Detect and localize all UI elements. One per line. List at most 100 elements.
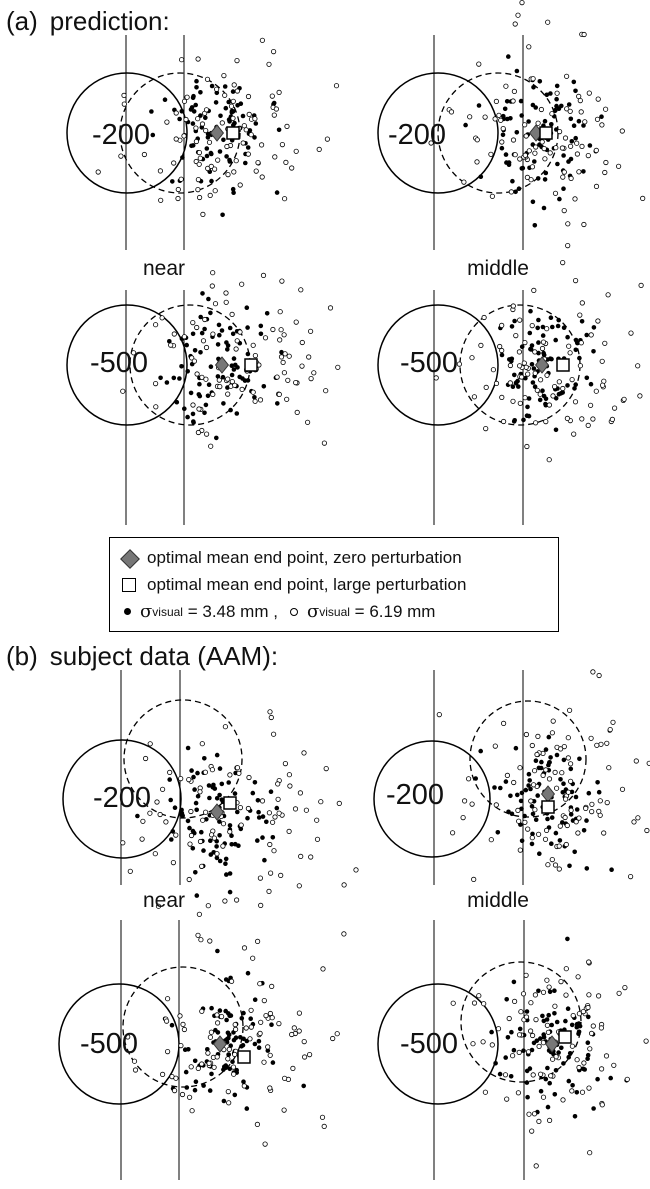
filled-point bbox=[541, 393, 547, 399]
filled-point bbox=[596, 789, 602, 795]
open-point bbox=[510, 98, 516, 104]
open-point bbox=[572, 399, 579, 405]
open-point bbox=[293, 148, 299, 154]
filled-point bbox=[230, 186, 236, 192]
panel-a-near-200-label: -200 bbox=[92, 119, 151, 151]
filled-point bbox=[574, 1021, 580, 1027]
filled-point bbox=[542, 177, 548, 182]
open-point bbox=[250, 389, 256, 395]
open-point bbox=[598, 1025, 604, 1031]
filled-point bbox=[223, 861, 228, 866]
filled-point bbox=[529, 804, 535, 809]
filled-point bbox=[190, 95, 196, 101]
open-point bbox=[576, 169, 582, 175]
filled-point bbox=[221, 1098, 227, 1104]
filled-point bbox=[232, 791, 238, 796]
filled-point bbox=[192, 787, 197, 792]
filled-point bbox=[545, 1065, 550, 1071]
open-point bbox=[203, 128, 209, 134]
filled-point bbox=[221, 401, 226, 406]
open-point bbox=[227, 772, 233, 778]
filled-point bbox=[202, 326, 207, 332]
open-point bbox=[240, 140, 246, 146]
open-point bbox=[258, 902, 264, 908]
open-point bbox=[616, 990, 622, 996]
open-point bbox=[186, 876, 192, 883]
filled-point bbox=[232, 1092, 238, 1098]
open-point bbox=[536, 1043, 542, 1050]
open-point bbox=[579, 1089, 586, 1095]
open-point bbox=[259, 798, 266, 804]
open-point bbox=[519, 374, 525, 380]
open-point bbox=[528, 798, 534, 804]
open-point bbox=[202, 316, 208, 323]
open-point bbox=[234, 57, 240, 64]
open-point bbox=[196, 161, 202, 167]
open-point bbox=[533, 144, 539, 150]
open-point bbox=[183, 116, 189, 123]
open-point bbox=[528, 1028, 534, 1034]
open-point bbox=[532, 370, 538, 376]
filled-point bbox=[587, 143, 593, 148]
filled-point bbox=[187, 825, 192, 831]
filled-point bbox=[573, 794, 579, 800]
filled-point bbox=[566, 1078, 572, 1084]
open-point bbox=[609, 416, 615, 422]
open-point bbox=[428, 140, 434, 146]
open-point bbox=[569, 377, 575, 383]
filled-point bbox=[149, 109, 154, 114]
open-point bbox=[552, 769, 558, 776]
open-point bbox=[353, 867, 359, 873]
open-point bbox=[220, 843, 226, 849]
open-point bbox=[557, 823, 563, 829]
panel-a-middle-500-label: -500 bbox=[400, 347, 459, 379]
open-point bbox=[522, 339, 528, 346]
filled-point bbox=[255, 798, 261, 803]
filled-point bbox=[217, 149, 223, 154]
filled-point bbox=[240, 113, 246, 119]
open-point bbox=[197, 789, 203, 795]
open-point bbox=[538, 377, 544, 383]
filled-point bbox=[519, 344, 525, 349]
filled-point bbox=[204, 153, 210, 159]
filled-point bbox=[530, 102, 536, 108]
filled-point bbox=[576, 118, 582, 124]
open-point bbox=[524, 443, 530, 450]
filled-point bbox=[209, 83, 215, 89]
filled-point bbox=[478, 174, 484, 179]
legend-open-value: = 6.19 mm bbox=[354, 601, 436, 621]
filled-point bbox=[498, 785, 503, 791]
filled-point bbox=[234, 1067, 239, 1073]
filled-point bbox=[504, 997, 509, 1002]
open-point bbox=[173, 1075, 179, 1081]
open-point bbox=[301, 1054, 308, 1060]
open-point bbox=[576, 1064, 582, 1071]
filled-point bbox=[258, 323, 264, 329]
section-a-title: (a) prediction: bbox=[6, 6, 170, 37]
open-point bbox=[546, 776, 553, 782]
open-point bbox=[554, 785, 560, 791]
open-point bbox=[275, 796, 281, 802]
filled-point bbox=[526, 783, 531, 788]
open-point bbox=[267, 1085, 273, 1091]
open-point bbox=[619, 786, 626, 792]
open-point bbox=[336, 800, 342, 806]
open-point bbox=[517, 765, 523, 771]
open-point bbox=[492, 116, 498, 122]
open-point bbox=[197, 838, 204, 845]
open-point bbox=[500, 126, 506, 132]
filled-point bbox=[270, 1060, 276, 1065]
open-point bbox=[507, 362, 513, 369]
open-point bbox=[196, 150, 202, 156]
open-point bbox=[580, 1009, 586, 1015]
open-point bbox=[483, 384, 489, 391]
filled-point bbox=[561, 186, 566, 191]
filled-point bbox=[560, 390, 565, 395]
large-perturbation-mean-marker bbox=[226, 126, 240, 140]
open-point bbox=[231, 1071, 237, 1077]
open-point bbox=[95, 169, 101, 175]
open-point bbox=[599, 1102, 605, 1108]
filled-point bbox=[509, 324, 515, 329]
open-point bbox=[534, 751, 540, 758]
filled-point bbox=[164, 380, 170, 385]
